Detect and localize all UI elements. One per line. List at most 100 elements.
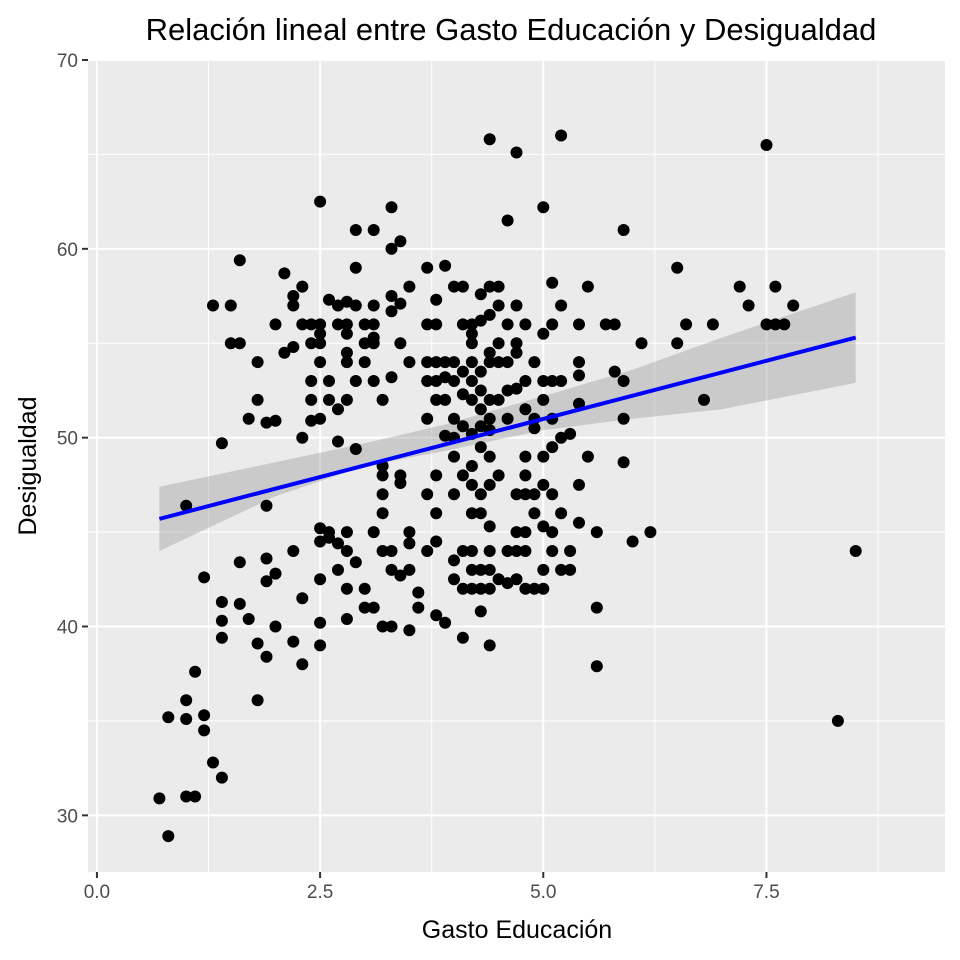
data-point xyxy=(492,469,505,482)
data-point xyxy=(483,346,496,359)
x-tick-label: 5.0 xyxy=(530,882,556,903)
data-point xyxy=(546,545,559,557)
data-point xyxy=(501,545,514,557)
data-point xyxy=(528,488,541,501)
data-point xyxy=(367,526,380,539)
data-point xyxy=(358,582,371,595)
data-point xyxy=(323,293,335,306)
data-point xyxy=(296,658,309,671)
data-point xyxy=(626,535,639,548)
data-point xyxy=(421,488,434,501)
data-point xyxy=(314,195,327,208)
data-point xyxy=(260,499,273,512)
data-point xyxy=(492,356,505,369)
data-point xyxy=(787,299,800,312)
data-point xyxy=(456,582,469,595)
data-point xyxy=(501,384,514,397)
data-point xyxy=(215,437,228,450)
data-point xyxy=(296,318,309,331)
data-point xyxy=(367,299,380,312)
data-point xyxy=(269,318,282,331)
data-point xyxy=(510,545,523,557)
data-point xyxy=(340,526,353,539)
data-point xyxy=(260,552,273,565)
data-point xyxy=(510,146,523,159)
data-point xyxy=(537,478,550,491)
data-point xyxy=(180,790,193,803)
data-point xyxy=(448,375,460,387)
data-point xyxy=(510,526,523,539)
data-point xyxy=(421,261,434,274)
data-point xyxy=(394,569,407,582)
data-point xyxy=(224,299,237,312)
data-point xyxy=(698,393,710,406)
data-point xyxy=(599,318,612,331)
data-point xyxy=(314,327,327,340)
data-point xyxy=(215,596,228,608)
data-point xyxy=(617,224,630,236)
data-point xyxy=(510,382,523,395)
data-point xyxy=(269,414,282,427)
data-point xyxy=(430,507,443,520)
data-point xyxy=(528,356,541,369)
data-point xyxy=(573,478,585,491)
data-point xyxy=(519,545,532,557)
data-point xyxy=(180,499,193,512)
data-point xyxy=(474,288,487,301)
data-point xyxy=(349,375,362,387)
data-point xyxy=(385,290,398,302)
x-tick-label: 2.5 xyxy=(307,882,333,903)
data-point xyxy=(385,305,398,318)
data-point xyxy=(617,375,630,387)
data-point xyxy=(564,563,577,576)
data-point xyxy=(198,709,211,722)
data-point xyxy=(474,365,487,378)
data-point xyxy=(465,337,478,350)
data-point xyxy=(233,337,246,350)
data-point xyxy=(305,393,318,406)
data-point xyxy=(153,792,166,805)
data-point xyxy=(465,460,478,472)
data-point xyxy=(430,293,443,306)
data-point xyxy=(314,573,327,586)
data-point xyxy=(483,450,496,463)
data-point xyxy=(528,582,541,595)
data-point xyxy=(323,375,335,387)
data-point xyxy=(474,488,487,501)
data-point xyxy=(251,637,264,650)
data-point xyxy=(474,582,487,595)
data-point xyxy=(680,318,693,331)
data-point xyxy=(332,318,344,331)
data-point xyxy=(546,441,559,454)
data-point xyxy=(430,393,443,406)
data-point xyxy=(314,337,327,350)
data-point xyxy=(849,545,862,557)
data-point xyxy=(323,393,335,406)
data-point xyxy=(465,327,478,340)
data-point xyxy=(573,516,585,529)
plot-panel xyxy=(88,60,945,872)
data-point xyxy=(501,412,514,425)
data-point xyxy=(474,441,487,454)
data-point xyxy=(340,346,353,359)
data-point xyxy=(483,520,496,533)
data-point xyxy=(287,545,300,557)
data-point xyxy=(510,573,523,586)
data-point xyxy=(492,280,505,293)
data-point xyxy=(760,318,773,331)
data-point xyxy=(215,631,228,644)
data-point xyxy=(376,393,389,406)
data-point xyxy=(555,299,568,312)
data-point xyxy=(519,582,532,595)
data-point xyxy=(537,201,550,214)
data-point xyxy=(332,537,344,550)
data-point xyxy=(671,337,684,350)
data-point xyxy=(501,214,514,227)
data-point xyxy=(260,416,273,429)
data-point xyxy=(831,714,844,727)
data-point xyxy=(474,403,487,416)
data-point xyxy=(367,337,380,350)
data-point xyxy=(224,337,237,350)
data-point xyxy=(769,318,782,331)
